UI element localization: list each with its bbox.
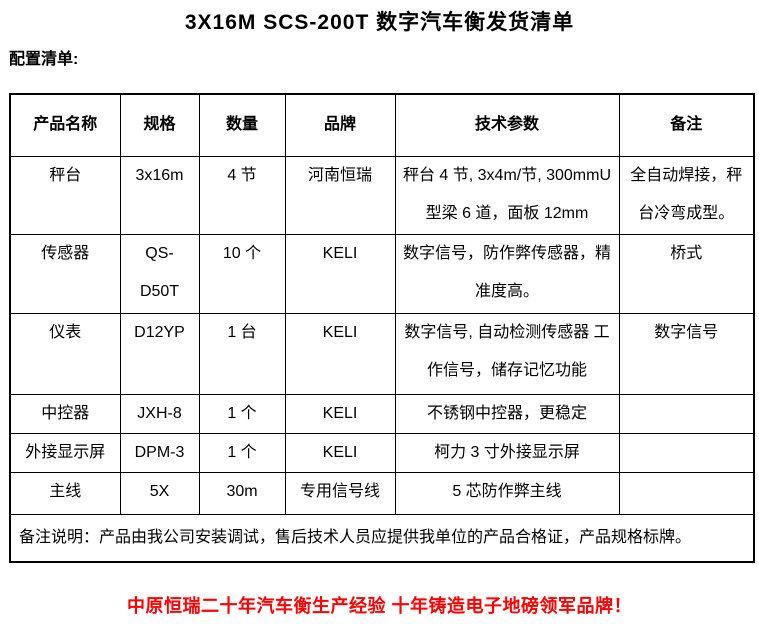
cell-brand: KELI [284,393,396,434]
cell-product-name: 外接显示屏 [9,432,121,473]
table-footnote-row: 备注说明：产品由我公司安装调试，售后技术人员应提供我单位的产品合格证，产品规格标… [9,513,755,563]
cell-brand: KELI [284,233,396,314]
cell-product-name: 秤台 [9,155,121,235]
cell-product-name: 传感器 [9,233,121,314]
cell-quantity: 1 台 [198,312,286,395]
cell-quantity: 1 个 [198,393,286,434]
column-header-brand: 品牌 [284,93,396,157]
cell-tech-params: 数字信号, 自动检测传感器 工作信号，储存记忆功能 [394,312,620,395]
page-title: 3X16M SCS-200T 数字汽车衡发货清单 [184,11,575,34]
cell-quantity: 4 节 [198,155,286,235]
cell-remarks [618,471,755,515]
cell-spec: D12YP [119,312,200,395]
cell-product-name: 中控器 [9,393,121,434]
cell-brand: 专用信号线 [284,471,396,515]
brand-slogan: 中原恒瑞二十年汽车衡生产经验 十年铸造电子地磅领军品牌！ [127,596,632,616]
table-row-controller: 中控器 JXH-8 1 个 KELI 不锈钢中控器，更稳定 [9,393,755,434]
column-header-tech-params: 技术参数 [394,93,620,157]
column-header-quantity: 数量 [198,93,286,157]
cell-remarks [618,393,755,434]
cell-product-name: 仪表 [9,312,121,395]
cell-product-name: 主线 [9,471,121,515]
section-label: 配置清单: [9,51,79,68]
column-header-spec: 规格 [119,93,200,157]
column-header-product-name: 产品名称 [9,93,121,157]
cell-quantity: 10 个 [198,233,286,314]
cell-brand: KELI [284,312,396,395]
table-row-external-display: 外接显示屏 DPM-3 1 个 KELI 柯力 3 寸外接显示屏 [9,432,755,473]
cell-spec: JXH-8 [119,393,200,434]
cell-remarks: 全自动焊接，秤台冷弯成型。 [618,155,755,235]
table-row-main-cable: 主线 5X 30m 专用信号线 5 芯防作弊主线 [9,471,755,515]
cell-spec: QS-D50T [119,233,200,314]
cell-tech-params: 不锈钢中控器，更稳定 [394,393,620,434]
table-row-weighbridge: 秤台 3x16m 4 节 河南恒瑞 秤台 4 节, 3x4m/节, 300mmU… [9,155,755,235]
cell-tech-params: 5 芯防作弊主线 [394,471,620,515]
cell-tech-params: 秤台 4 节, 3x4m/节, 300mmU 型梁 6 道，面板 12mm [394,155,620,235]
cell-tech-params: 柯力 3 寸外接显示屏 [394,432,620,473]
cell-brand: 河南恒瑞 [284,155,396,235]
cell-brand: KELI [284,432,396,473]
footnote-text: 备注说明：产品由我公司安装调试，售后技术人员应提供我单位的产品合格证，产品规格标… [9,513,755,563]
column-header-remarks: 备注 [618,93,755,157]
table-row-sensor: 传感器 QS-D50T 10 个 KELI 数字信号，防作弊传感器，精准度高。 … [9,233,755,314]
cell-spec: 5X [119,471,200,515]
cell-quantity: 30m [198,471,286,515]
table-row-indicator: 仪表 D12YP 1 台 KELI 数字信号, 自动检测传感器 工作信号，储存记… [9,312,755,395]
cell-remarks: 桥式 [618,233,755,314]
config-table: 产品名称 规格 数量 品牌 技术参数 备注 秤台 3x16m 4 节 河南恒瑞 … [9,93,755,563]
cell-spec: 3x16m [119,155,200,235]
cell-quantity: 1 个 [198,432,286,473]
cell-spec: DPM-3 [119,432,200,473]
table-header-row: 产品名称 规格 数量 品牌 技术参数 备注 [9,93,755,157]
cell-tech-params: 数字信号，防作弊传感器，精准度高。 [394,233,620,314]
cell-remarks: 数字信号 [618,312,755,395]
cell-remarks [618,432,755,473]
